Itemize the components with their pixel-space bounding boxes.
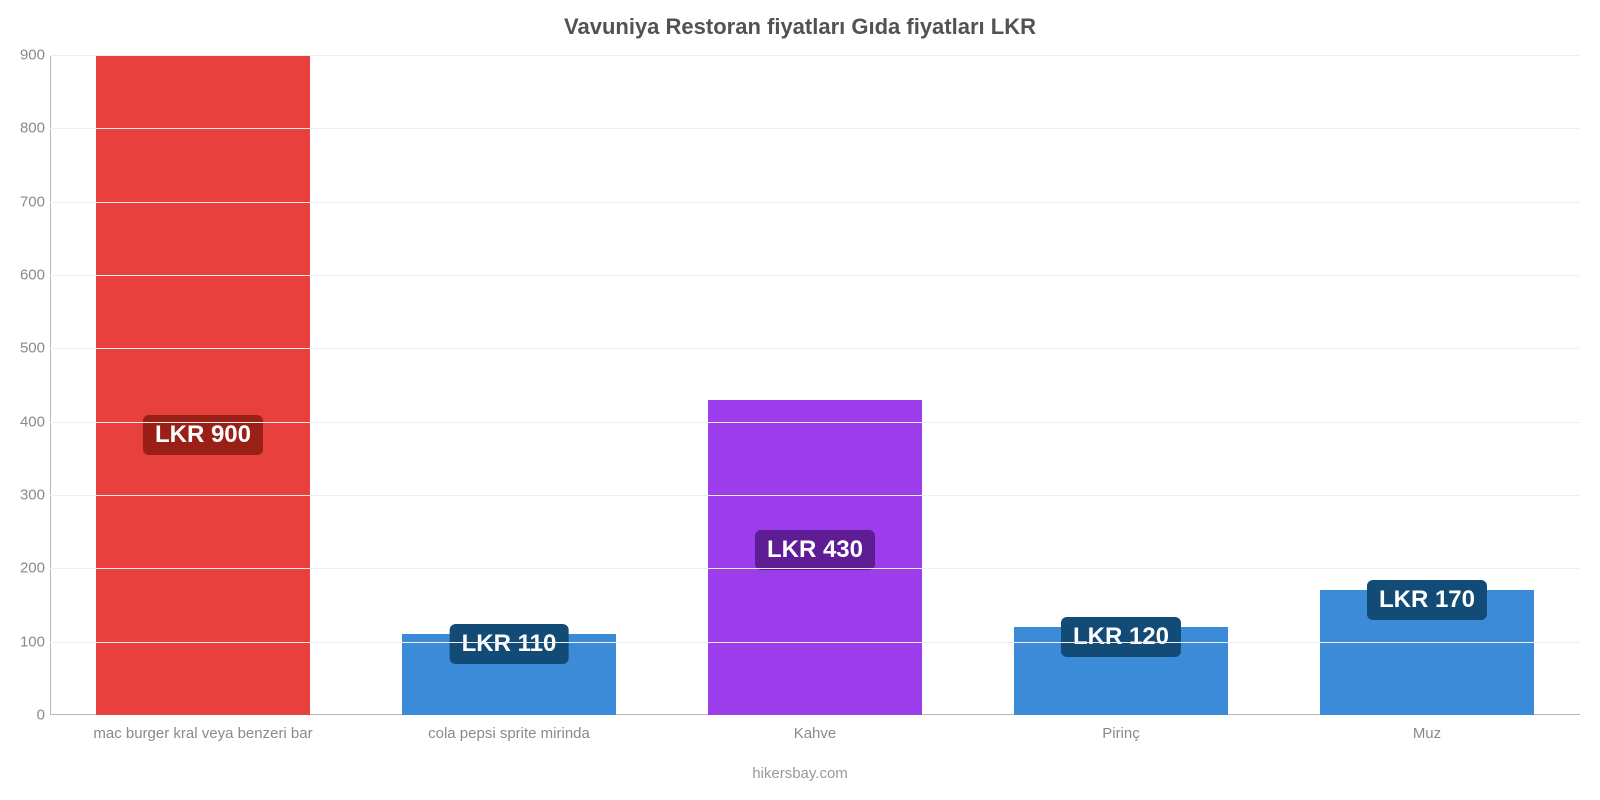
x-tick-label: Kahve bbox=[794, 725, 837, 742]
bar-slot: LKR 430Kahve bbox=[708, 55, 922, 715]
y-tick-label: 500 bbox=[0, 340, 45, 357]
x-tick-label: cola pepsi sprite mirinda bbox=[428, 725, 590, 742]
x-tick-label: mac burger kral veya benzeri bar bbox=[93, 725, 312, 742]
grid-line bbox=[50, 202, 1580, 203]
x-tick-label: Pirinç bbox=[1102, 725, 1140, 742]
bar-slot: LKR 170Muz bbox=[1320, 55, 1534, 715]
plot-area: LKR 900mac burger kral veya benzeri bar L… bbox=[50, 55, 1580, 715]
y-tick-label: 200 bbox=[0, 560, 45, 577]
value-badge: LKR 120 bbox=[1061, 617, 1181, 657]
y-tick-label: 400 bbox=[0, 413, 45, 430]
y-tick-label: 600 bbox=[0, 267, 45, 284]
grid-line bbox=[50, 495, 1580, 496]
bars-container: LKR 900mac burger kral veya benzeri bar L… bbox=[50, 55, 1580, 715]
chart-caption: hikersbay.com bbox=[0, 765, 1600, 782]
value-badge: LKR 170 bbox=[1367, 580, 1487, 620]
grid-line bbox=[50, 642, 1580, 643]
bar bbox=[96, 55, 310, 715]
y-tick-label: 100 bbox=[0, 633, 45, 650]
grid-line bbox=[50, 348, 1580, 349]
y-tick-label: 300 bbox=[0, 487, 45, 504]
chart-title: Vavuniya Restoran fiyatları Gıda fiyatla… bbox=[0, 0, 1600, 40]
grid-line bbox=[50, 128, 1580, 129]
bar-slot: LKR 900mac burger kral veya benzeri bar bbox=[96, 55, 310, 715]
grid-line bbox=[50, 55, 1580, 56]
y-tick-label: 900 bbox=[0, 47, 45, 64]
grid-line bbox=[50, 422, 1580, 423]
value-badge: LKR 430 bbox=[755, 530, 875, 570]
price-bar-chart: Vavuniya Restoran fiyatları Gıda fiyatla… bbox=[0, 0, 1600, 800]
x-tick-label: Muz bbox=[1413, 725, 1441, 742]
y-tick-label: 800 bbox=[0, 120, 45, 137]
grid-line bbox=[50, 275, 1580, 276]
y-tick-label: 0 bbox=[0, 707, 45, 724]
grid-line bbox=[50, 568, 1580, 569]
bar-slot: LKR 120Pirinç bbox=[1014, 55, 1228, 715]
y-tick-label: 700 bbox=[0, 193, 45, 210]
value-badge: LKR 110 bbox=[450, 624, 569, 664]
bar-slot: LKR 110cola pepsi sprite mirinda bbox=[402, 55, 616, 715]
